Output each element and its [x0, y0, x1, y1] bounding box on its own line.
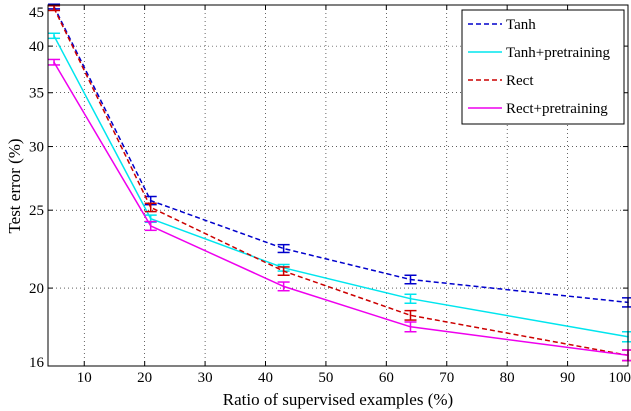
x-tick-label: 90 — [560, 370, 575, 386]
data-point — [409, 297, 412, 300]
y-tick-label: 30 — [29, 140, 44, 156]
y-tick-label: 40 — [29, 39, 44, 55]
data-point — [282, 285, 285, 288]
data-point — [282, 247, 285, 250]
x-tick-label: 50 — [318, 370, 333, 386]
data-point — [53, 34, 55, 37]
x-tick-label: 100 — [609, 370, 631, 386]
series-rect — [48, 5, 631, 362]
data-point — [149, 199, 152, 202]
x-tick-label: 70 — [439, 370, 454, 386]
series-group — [48, 3, 631, 362]
series-line — [53, 6, 629, 304]
y-tick-label: 35 — [29, 86, 44, 102]
legend: Tanh Tanh+pretraining Rect Rect+pretraining — [461, 9, 625, 125]
y-tick-label: 45 — [29, 5, 44, 21]
data-point — [149, 206, 152, 209]
data-point — [409, 278, 412, 281]
y-axis-label: Test error (%) — [5, 138, 24, 233]
legend-label: Rect+pretraining — [506, 101, 608, 117]
legend-box — [461, 9, 625, 125]
x-tick-label: 20 — [137, 370, 152, 386]
data-point — [53, 7, 55, 9]
data-point — [282, 270, 285, 272]
data-point — [409, 326, 412, 328]
y-tick-label: 16 — [29, 355, 45, 371]
data-point — [409, 314, 412, 317]
data-point — [53, 61, 55, 63]
x-tick-label: 10 — [77, 370, 92, 386]
data-point — [149, 217, 152, 220]
x-axis-label: Ratio of supervised examples (%) — [223, 390, 453, 409]
x-axis-ticks: 10 20 30 40 50 60 70 80 90 100 — [77, 5, 631, 386]
legend-label: Tanh — [506, 17, 536, 33]
y-tick-label: 20 — [29, 281, 44, 297]
legend-label: Tanh+pretraining — [506, 45, 611, 61]
x-tick-label: 40 — [258, 370, 273, 386]
x-tick-label: 30 — [198, 370, 213, 386]
y-tick-label: 25 — [29, 203, 44, 219]
plot-frame — [47, 4, 629, 367]
data-point — [149, 225, 152, 227]
legend-label: Rect — [506, 73, 534, 89]
x-tick-label: 60 — [379, 370, 394, 386]
x-tick-label: 80 — [500, 370, 515, 386]
